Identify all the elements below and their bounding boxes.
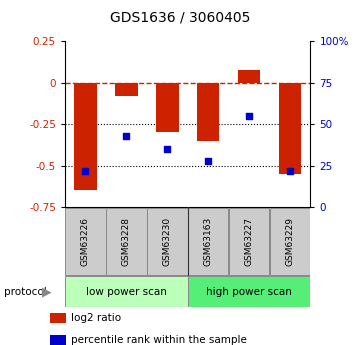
Text: GSM63226: GSM63226 [81,217,90,266]
Text: protocol: protocol [4,287,46,296]
Text: percentile rank within the sample: percentile rank within the sample [71,335,247,345]
Point [164,146,170,152]
Text: ▶: ▶ [42,285,52,298]
Point [123,133,129,139]
Bar [229,208,269,275]
Text: GSM63163: GSM63163 [204,217,213,266]
Text: high power scan: high power scan [206,287,292,296]
Bar [74,83,97,190]
Bar [197,83,219,141]
Text: GSM63227: GSM63227 [245,217,253,266]
Bar [238,70,260,83]
Bar [115,83,138,96]
Text: GSM63230: GSM63230 [163,217,172,266]
Text: GDS1636 / 3060405: GDS1636 / 3060405 [110,10,251,24]
Text: GSM63229: GSM63229 [286,217,295,266]
Point [205,158,211,164]
Bar [50,313,66,323]
Bar [65,276,188,307]
Bar [188,276,310,307]
Point [246,113,252,119]
Text: log2 ratio: log2 ratio [71,313,121,323]
Bar [156,83,178,132]
Bar [65,208,106,275]
Point [287,168,293,173]
Bar [147,208,187,275]
Bar [106,208,147,275]
Point [83,168,88,173]
Text: GSM63228: GSM63228 [122,217,131,266]
Bar [279,83,301,174]
Bar [270,208,310,275]
Bar [50,335,66,345]
Bar [188,208,229,275]
Text: low power scan: low power scan [86,287,167,296]
